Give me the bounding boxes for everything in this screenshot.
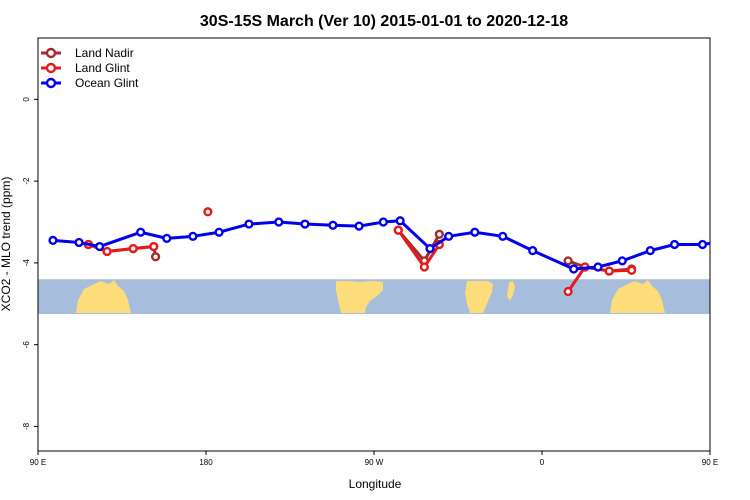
data-point-ocean-glint: [617, 256, 627, 266]
y-tick-label: -6: [22, 341, 31, 349]
data-point-ocean-glint: [188, 231, 198, 241]
x-tick-label: 180: [199, 458, 213, 467]
data-point-land-glint: [419, 262, 430, 272]
legend-marker: [45, 62, 57, 74]
data-point-land-glint: [128, 243, 138, 254]
australia-land-left: [76, 280, 131, 313]
africa-land: [465, 281, 493, 313]
data-point-ocean-glint: [48, 235, 58, 246]
data-point-ocean-glint: [162, 233, 172, 243]
legend-label: Ocean Glint: [75, 76, 139, 90]
data-point-ocean-glint: [470, 227, 480, 237]
data-point-land-glint: [604, 266, 614, 276]
data-point-ocean-glint: [645, 246, 655, 256]
data-point-land-glint: [149, 241, 159, 252]
legend-marker: [45, 77, 57, 89]
map-band: [38, 279, 710, 315]
y-axis-label: XCO2 - MLO trend (ppm): [0, 177, 13, 312]
data-point-land-glint: [393, 225, 403, 235]
data-point-ocean-glint: [669, 239, 680, 250]
south-america-land: [336, 281, 383, 313]
data-point-ocean-glint: [378, 217, 388, 227]
x-tick-label: 0: [540, 458, 545, 467]
madagascar-land: [507, 281, 515, 301]
data-point-ocean-glint: [354, 221, 364, 231]
chart-title: 30S-15S March (Ver 10) 2015-01-01 to 202…: [200, 13, 568, 30]
data-point-ocean-glint: [498, 231, 508, 241]
data-point-ocean-glint: [425, 243, 435, 254]
legend-marker: [45, 47, 57, 59]
plot-frame: [37, 37, 711, 452]
y-tick-label: -8: [22, 422, 31, 430]
x-tick-label: 90 E: [30, 458, 46, 467]
x-axis-label: Longitude: [349, 477, 402, 491]
land-shapes: [76, 280, 665, 313]
data-point-ocean-glint: [300, 219, 310, 229]
data-point-ocean-glint: [444, 231, 454, 241]
data-point-ocean-glint: [328, 220, 338, 230]
data-point-land-glint: [626, 265, 637, 275]
data-point-land-nadir: [151, 252, 161, 262]
y-tick-label: -4: [22, 259, 31, 267]
data-point-ocean-glint: [697, 239, 708, 250]
data-point-ocean-glint: [214, 227, 224, 237]
data-point-ocean-glint: [94, 241, 105, 252]
y-tick-label: -2: [22, 177, 31, 185]
data-point-land-glint: [203, 207, 213, 217]
data-point-land-glint: [102, 246, 112, 257]
data-point-ocean-glint: [593, 262, 603, 272]
x-tick-label: 90 W: [365, 458, 384, 467]
data-point-land-glint: [563, 286, 573, 297]
data-point-ocean-glint: [528, 246, 538, 256]
data-point-land-nadir: [434, 229, 444, 239]
data-point-land-nadir: [563, 256, 573, 266]
data-point-ocean-glint: [244, 219, 254, 229]
x-tick-label: 90 E: [702, 458, 718, 467]
data-point-ocean-glint: [136, 227, 146, 237]
x-axis: 90 E 180 90 W 0 90 E: [30, 451, 718, 467]
australia-land-right: [610, 280, 665, 313]
data-point-ocean-glint: [395, 216, 405, 226]
data-point-ocean-glint: [74, 237, 84, 248]
y-axis: 0 -2 -4 -6 -8: [22, 97, 38, 430]
series-ocean-glint: [48, 216, 734, 274]
series-layer: [48, 207, 734, 297]
data-point-ocean-glint: [274, 217, 284, 227]
legend-label: Land Nadir: [75, 46, 134, 60]
data-point-ocean-glint: [569, 264, 579, 274]
legend-label: Land Glint: [75, 61, 130, 75]
y-tick-label: 0: [22, 97, 31, 102]
data-point-ocean-glint: [727, 237, 734, 244]
